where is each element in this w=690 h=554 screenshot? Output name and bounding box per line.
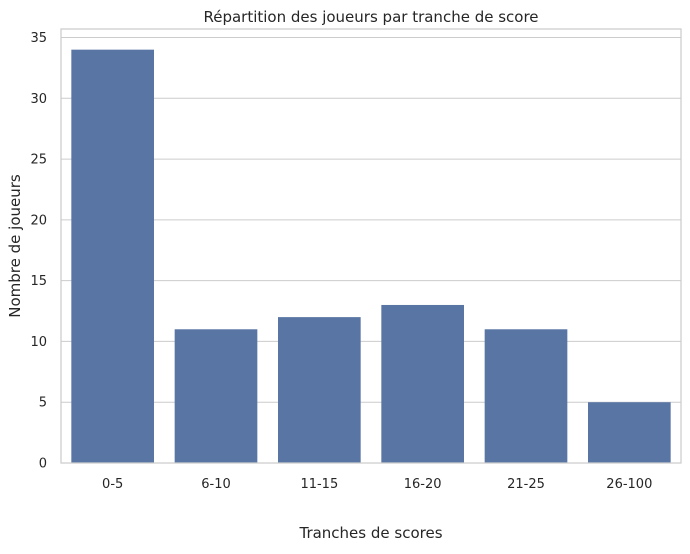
- x-axis-label: Tranches de scores: [298, 524, 442, 542]
- y-tick-label: 5: [39, 396, 47, 411]
- plot-frame: [60, 28, 682, 464]
- x-tick-label: 6-10: [201, 477, 231, 492]
- chart-title: Répartition des joueurs par tranche de s…: [203, 8, 538, 26]
- bar-6-10: [174, 329, 258, 463]
- y-tick-label: 15: [30, 274, 47, 289]
- x-tick-label: 21-25: [507, 477, 545, 492]
- bar-0-5: [71, 49, 154, 464]
- x-tick-label: 0-5: [102, 477, 123, 492]
- bar-21-25: [484, 329, 568, 463]
- y-tick-label: 35: [30, 31, 47, 46]
- x-tick-label: 16-20: [404, 477, 442, 492]
- bar-16-20: [381, 304, 464, 463]
- y-tick-label: 25: [30, 153, 47, 168]
- y-axis-label: Nombre de joueurs: [6, 174, 24, 318]
- x-tick-label: 11-15: [300, 477, 338, 492]
- y-tick-label: 10: [30, 335, 47, 350]
- y-tick-label: 0: [39, 457, 47, 472]
- y-tick-labels: 0 5 10 15 20 25 30 35: [30, 31, 47, 471]
- gridlines: [61, 37, 681, 464]
- bars: [71, 49, 671, 464]
- x-tick-label: 26-100: [606, 477, 652, 492]
- y-tick-label: 30: [30, 92, 47, 107]
- y-tick-label: 20: [30, 213, 47, 228]
- x-tick-labels: 0-5 6-10 11-15 16-20 21-25 26-100: [102, 477, 652, 492]
- bar-26-100: [588, 402, 671, 463]
- bar-11-15: [278, 317, 361, 463]
